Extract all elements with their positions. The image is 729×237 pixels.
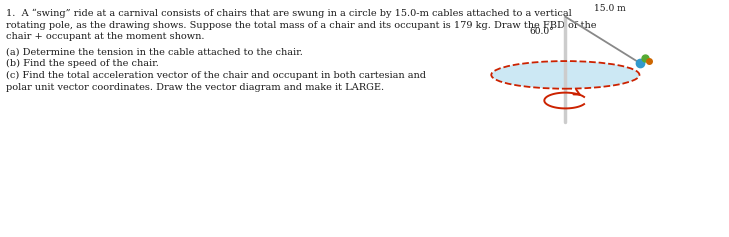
- Text: 60.0°: 60.0°: [529, 27, 553, 36]
- Text: (a) Determine the tension in the cable attached to the chair.: (a) Determine the tension in the cable a…: [6, 47, 303, 56]
- Text: rotating pole, as the drawing shows. Suppose the total mass of a chair and its o: rotating pole, as the drawing shows. Sup…: [6, 21, 596, 30]
- Text: 1.  A “swing” ride at a carnival consists of chairs that are swung in a circle b: 1. A “swing” ride at a carnival consists…: [6, 9, 572, 18]
- Text: (c) Find the total acceleration vector of the chair and occupant in both cartesi: (c) Find the total acceleration vector o…: [6, 71, 426, 80]
- Text: polar unit vector coordinates. Draw the vector diagram and make it LARGE.: polar unit vector coordinates. Draw the …: [6, 83, 384, 92]
- Text: 15.0 m: 15.0 m: [594, 4, 625, 13]
- Text: (b) Find the speed of the chair.: (b) Find the speed of the chair.: [6, 59, 159, 68]
- Ellipse shape: [491, 61, 639, 89]
- Text: chair + occupant at the moment shown.: chair + occupant at the moment shown.: [6, 32, 205, 41]
